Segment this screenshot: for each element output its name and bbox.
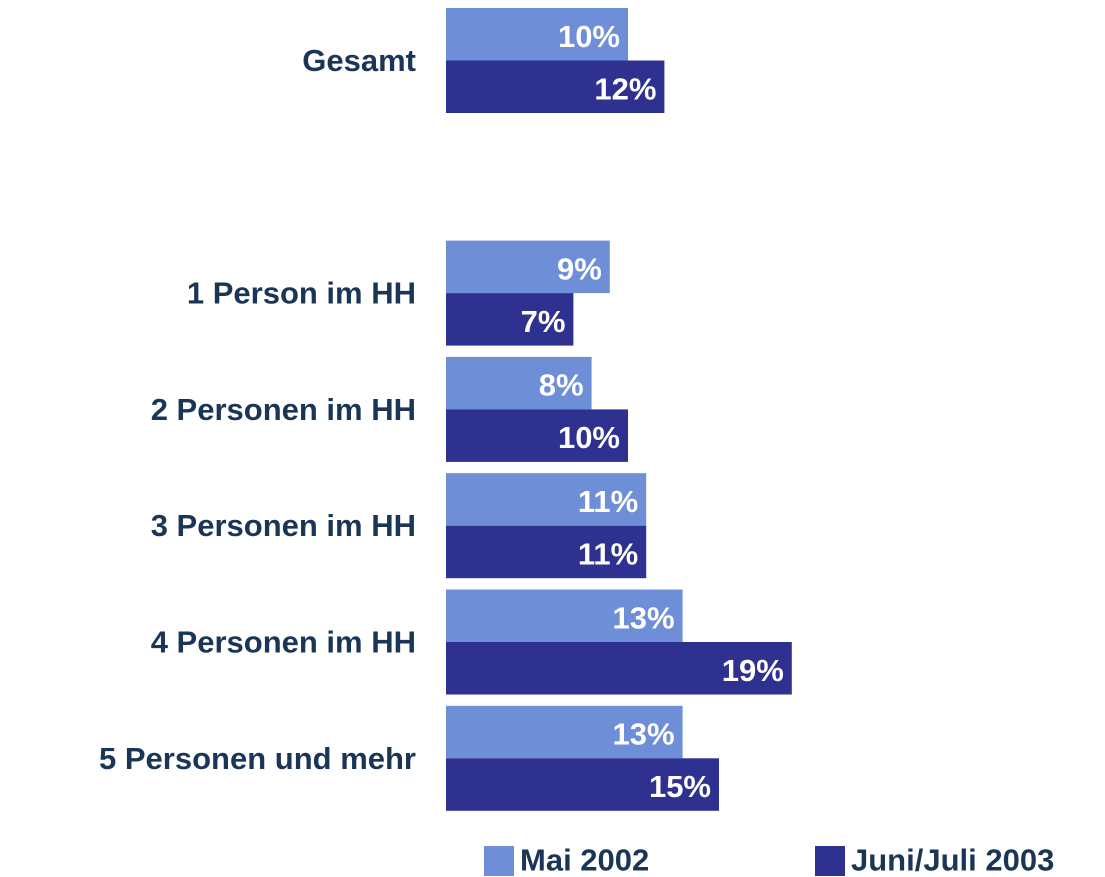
value-label: 7% [521,304,566,339]
value-label: 10% [558,420,620,455]
bar [446,642,792,695]
bar [446,8,628,61]
category-label: 2 Personen im HH [151,392,416,427]
bar [446,240,610,294]
legend-swatch [484,846,514,876]
bar [446,758,719,811]
bar [446,356,592,410]
value-label: 8% [539,368,584,403]
bar [446,293,574,346]
value-label: 9% [557,251,602,286]
bar [446,473,647,526]
bar [446,589,683,642]
value-label: 11% [578,484,638,519]
category-label: 4 Personen im HH [151,625,416,660]
bar [446,705,683,759]
value-label: 11% [578,536,638,571]
value-label: 13% [613,717,675,752]
value-label: 10% [558,19,620,54]
category-label: 3 Personen im HH [151,508,416,543]
legend-swatch [815,846,845,876]
value-label: 12% [594,71,656,106]
legend-label: Mai 2002 [520,843,649,877]
bar [446,409,628,462]
bar [446,525,647,579]
value-label: 15% [649,769,711,804]
bar [446,60,665,113]
legend-label: Juni/Juli 2003 [851,843,1054,877]
value-label: 13% [613,600,675,635]
category-label: 1 Person im HH [187,276,416,311]
category-label: 5 Personen und mehr [99,741,416,776]
value-label: 19% [722,653,784,688]
category-label: Gesamt [302,43,416,78]
